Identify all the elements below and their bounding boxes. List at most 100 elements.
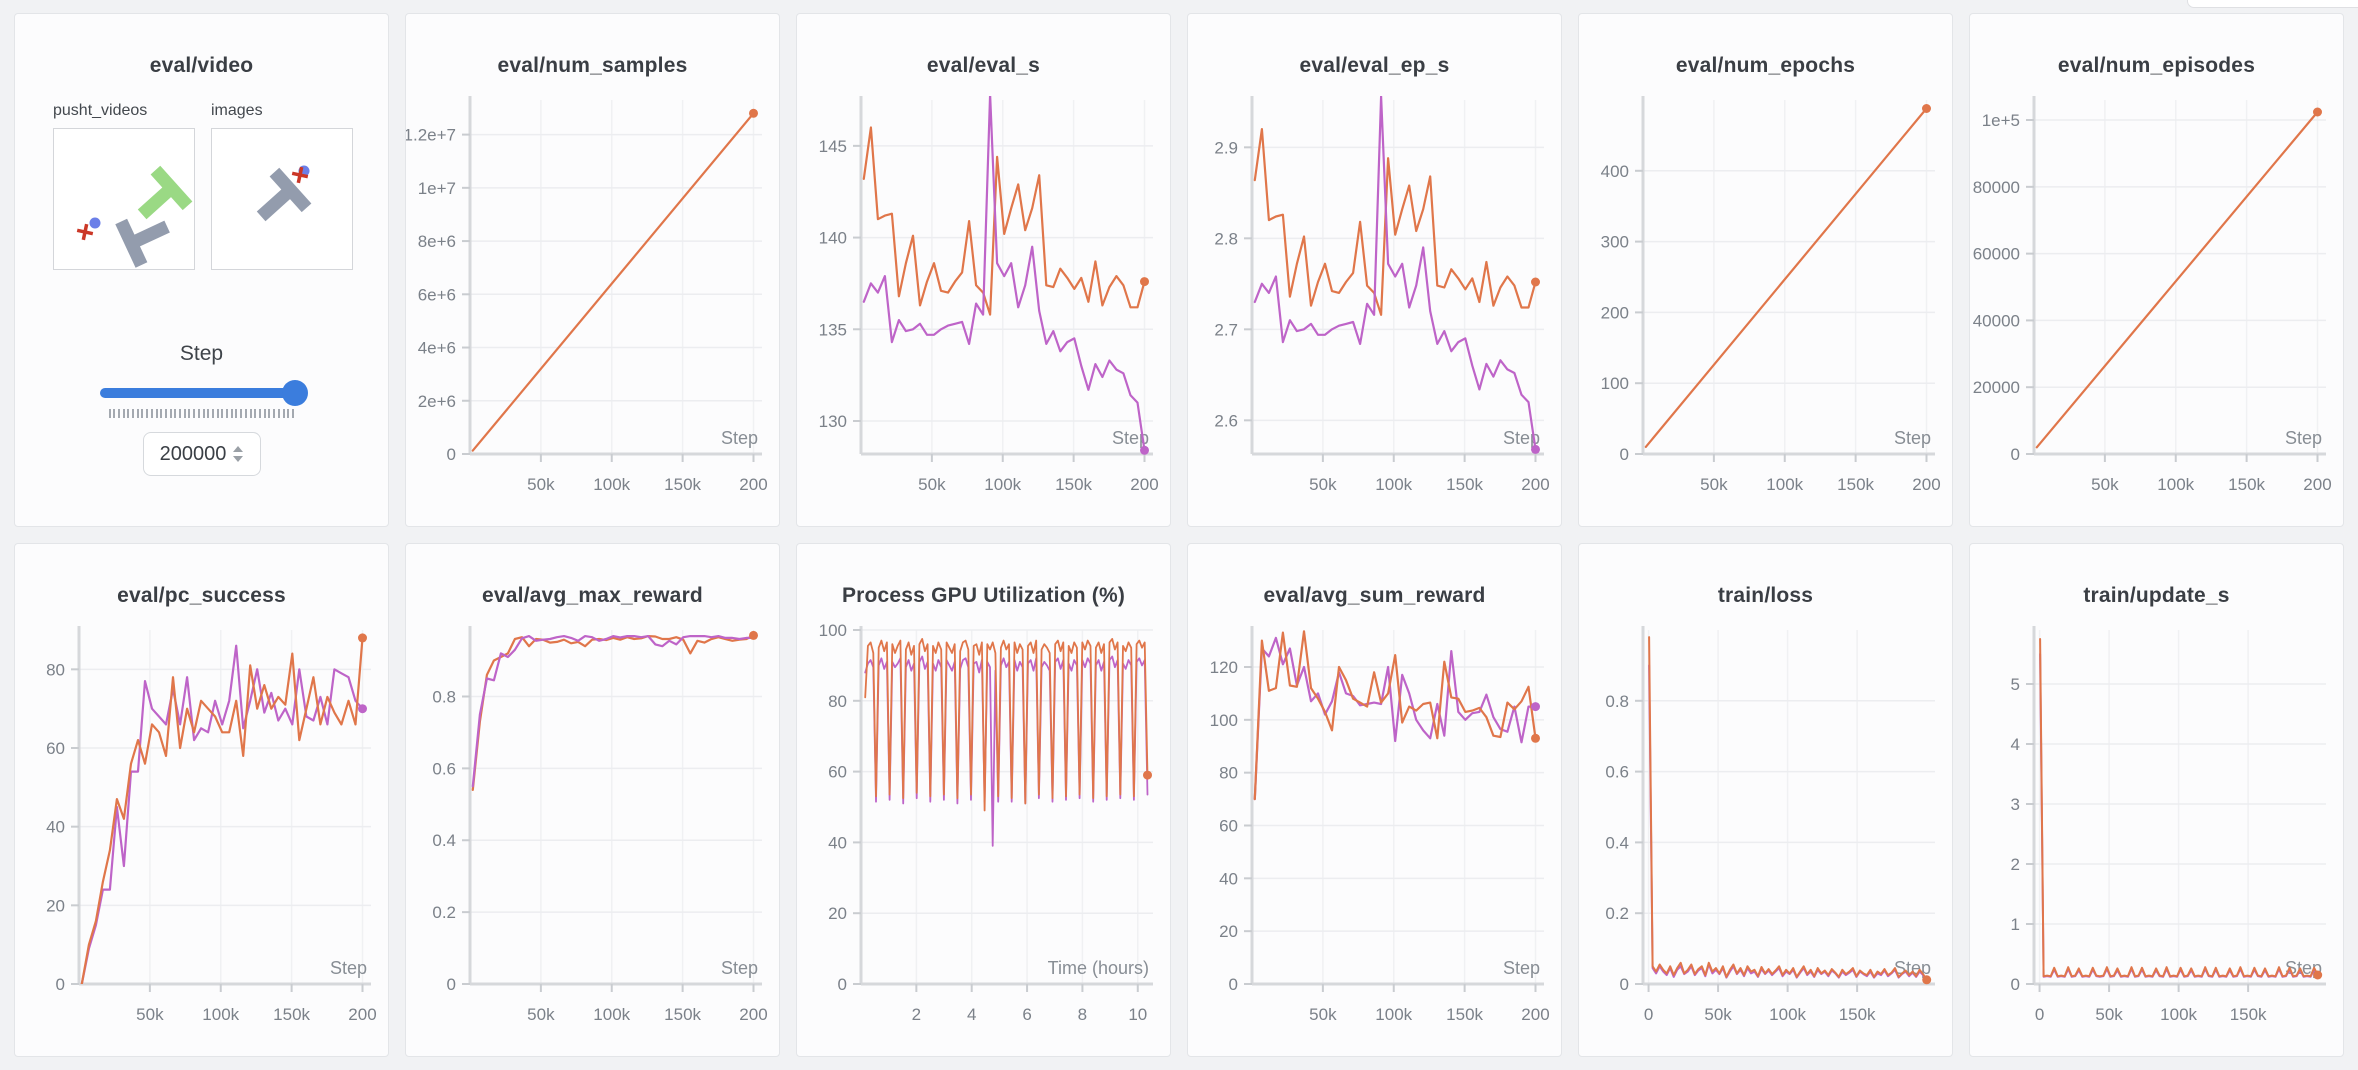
svg-text:2: 2: [2011, 855, 2020, 874]
svg-text:1e+5: 1e+5: [1982, 111, 2020, 130]
panel-eval-avg-max-reward: eval/avg_max_reward 50k 100k 150k 200 0 0.2 0.…: [405, 543, 780, 1057]
svg-text:150k: 150k: [1446, 475, 1483, 494]
panel-eval-num-samples: eval/num_samples 50k 100k 150k 200 0 2e+6 4e+6…: [405, 13, 780, 527]
svg-text:Step: Step: [330, 958, 367, 978]
svg-text:20: 20: [46, 896, 65, 915]
media-label: images: [211, 102, 263, 119]
step-slider-track[interactable]: [99, 388, 304, 398]
svg-text:150k: 150k: [1055, 475, 1092, 494]
svg-text:0: 0: [838, 975, 847, 994]
svg-text:20: 20: [828, 904, 847, 923]
svg-text:8: 8: [1078, 1005, 1087, 1024]
line-chart[interactable]: 50k 100k 150k 200 0 0.2 0.4 0.6 0.8 Step: [406, 620, 780, 1036]
svg-text:200: 200: [1601, 303, 1629, 322]
svg-text:0: 0: [1644, 1005, 1653, 1024]
panel-eval-num-epochs: eval/num_epochs 50k 100k 150k 200 0 100 200 300…: [1578, 13, 1953, 527]
svg-text:50k: 50k: [918, 475, 946, 494]
svg-text:200: 200: [1912, 475, 1940, 494]
svg-text:300: 300: [1601, 233, 1629, 252]
svg-text:80: 80: [828, 692, 847, 711]
step-slider[interactable]: [99, 380, 308, 406]
svg-text:Step: Step: [1112, 428, 1149, 448]
svg-text:130: 130: [819, 412, 847, 431]
svg-text:145: 145: [819, 137, 847, 156]
step-slider-thumb[interactable]: [281, 380, 308, 406]
svg-text:150k: 150k: [1839, 1005, 1876, 1024]
step-down-icon[interactable]: [233, 456, 244, 462]
line-chart[interactable]: 50k 100k 150k 200 130 135 140 145 Step: [797, 90, 1171, 506]
line-chart[interactable]: 50k 100k 150k 200 0 20 40 60 80 Step: [15, 620, 389, 1036]
svg-text:Time (hours): Time (hours): [1048, 958, 1149, 978]
svg-text:150k: 150k: [664, 1005, 701, 1024]
line-chart[interactable]: 50k 100k 150k 200 0 20000 40000 60000 80000 1e+5 S…: [1970, 90, 2344, 506]
gray-t-shape: [256, 167, 312, 222]
svg-text:Step: Step: [1503, 958, 1540, 978]
stepper-arrows[interactable]: [233, 446, 244, 462]
svg-text:100k: 100k: [1769, 1005, 1806, 1024]
svg-text:1e+7: 1e+7: [418, 179, 456, 198]
svg-text:200: 200: [1521, 475, 1549, 494]
image-thumbnail[interactable]: [211, 128, 353, 270]
svg-text:60: 60: [828, 763, 847, 782]
svg-text:150k: 150k: [664, 475, 701, 494]
panel-eval-eval-s: eval/eval_s 50k 100k 150k 200 130 135 140 145 St…: [796, 13, 1171, 527]
svg-text:10: 10: [1128, 1005, 1147, 1024]
panel-train-loss: train/loss 0 50k 100k 150k 0 0.2 0.4 0.6 0.8 Step: [1578, 543, 1953, 1057]
svg-text:Step: Step: [1503, 428, 1540, 448]
svg-text:0: 0: [2011, 445, 2020, 464]
svg-text:0: 0: [1620, 445, 1629, 464]
svg-text:80000: 80000: [1973, 178, 2020, 197]
panel-title: eval/eval_ep_s: [1299, 54, 1450, 77]
svg-text:200: 200: [2303, 475, 2331, 494]
svg-text:0.2: 0.2: [1605, 904, 1629, 923]
panel-train-update-s: train/update_s 0 50k 100k 150k 0 1 2 3 4 5 Step: [1969, 543, 2344, 1057]
svg-text:400: 400: [1601, 162, 1629, 181]
svg-text:4: 4: [2011, 735, 2020, 754]
svg-text:2e+6: 2e+6: [418, 392, 456, 411]
line-chart[interactable]: 50k 100k 150k 200 0 20 40 60 80 100 120 Step: [1188, 620, 1562, 1036]
svg-text:50k: 50k: [2091, 475, 2119, 494]
svg-text:20000: 20000: [1973, 378, 2020, 397]
svg-text:2: 2: [912, 1005, 921, 1024]
panel-eval-eval-ep-s: eval/eval_ep_s 50k 100k 150k 200 2.6 2.7 2.8 2.…: [1187, 13, 1562, 527]
panel-gpu-utilization: Process GPU Utilization (%) 2 4 6 8 10 0 20 40 6…: [796, 543, 1171, 1057]
line-chart[interactable]: 50k 100k 150k 200 2.6 2.7 2.8 2.9 Step: [1188, 90, 1562, 506]
panel-title: eval/pc_success: [117, 584, 286, 607]
svg-text:6e+6: 6e+6: [418, 285, 456, 304]
svg-text:1.2e+7: 1.2e+7: [406, 126, 456, 145]
line-chart[interactable]: 50k 100k 150k 200 0 2e+6 4e+6 6e+6 8e+6 1e+7 1.2e+…: [406, 90, 780, 506]
svg-text:0.8: 0.8: [432, 687, 456, 706]
svg-text:140: 140: [819, 229, 847, 248]
svg-text:Step: Step: [721, 958, 758, 978]
svg-text:2.9: 2.9: [1214, 138, 1238, 157]
agent-dot: [89, 217, 101, 229]
panel-title: eval/avg_max_reward: [482, 584, 703, 607]
svg-text:120: 120: [1210, 658, 1238, 677]
svg-text:0: 0: [447, 445, 456, 464]
svg-text:40000: 40000: [1973, 311, 2020, 330]
svg-text:100k: 100k: [2160, 1005, 2197, 1024]
svg-text:0: 0: [2011, 975, 2020, 994]
step-number-input[interactable]: 200000: [142, 432, 261, 476]
svg-text:200: 200: [1521, 1005, 1549, 1024]
panel-title: eval/num_episodes: [2057, 54, 2256, 77]
svg-text:150k: 150k: [2228, 475, 2265, 494]
svg-text:40: 40: [828, 833, 847, 852]
svg-text:135: 135: [819, 320, 847, 339]
svg-text:0.4: 0.4: [1605, 833, 1629, 852]
media-images[interactable]: images: [211, 102, 353, 270]
step-up-icon[interactable]: [233, 446, 244, 452]
line-chart[interactable]: 50k 100k 150k 200 0 100 200 300 400 Step: [1579, 90, 1953, 506]
svg-text:1: 1: [2011, 915, 2020, 934]
step-value[interactable]: 200000: [159, 442, 227, 465]
svg-text:2.7: 2.7: [1214, 320, 1238, 339]
svg-text:60: 60: [1219, 816, 1238, 835]
svg-text:100k: 100k: [984, 475, 1021, 494]
panel-title: Process GPU Utilization (%): [841, 584, 1126, 607]
pusht-video-thumbnail[interactable]: [53, 128, 195, 270]
svg-text:0: 0: [2035, 1005, 2044, 1024]
media-pusht-videos[interactable]: pusht_videos: [53, 102, 195, 270]
